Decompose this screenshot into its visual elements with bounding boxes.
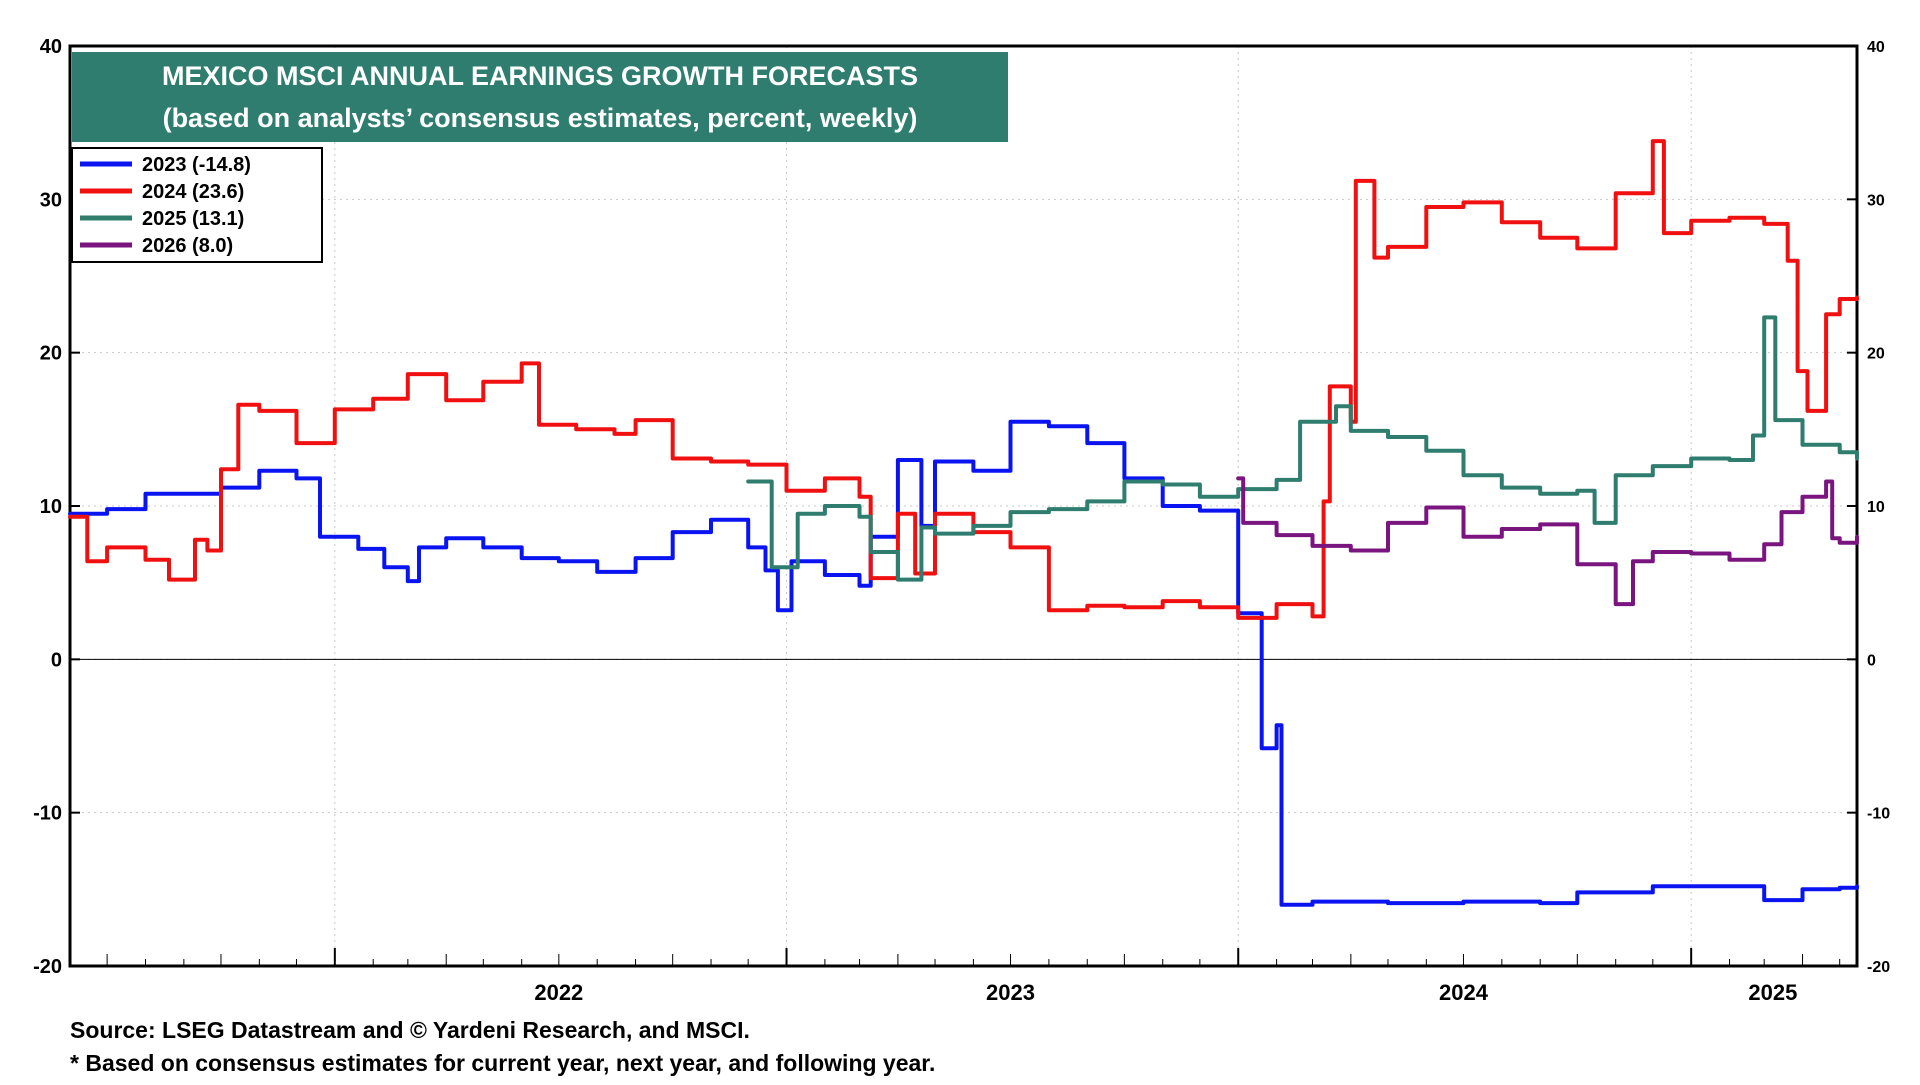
footnote: * Based on consensus estimates for curre…: [70, 1050, 936, 1076]
legend-item-2023: 2023 (-14.8): [80, 154, 251, 176]
series-layer: [68, 139, 1859, 907]
legend-item-2024: 2024 (23.6): [80, 181, 244, 203]
source-note: Source: LSEG Datastream and © Yardeni Re…: [70, 1017, 750, 1043]
chart-title: MEXICO MSCI ANNUAL EARNINGS GROWTH FOREC…: [162, 61, 918, 91]
title-box: MEXICO MSCI ANNUAL EARNINGS GROWTH FOREC…: [72, 52, 1008, 142]
y-axis-left: -20 -10 0 10 20 30 40: [33, 36, 80, 978]
x-tick-label: 2022: [534, 980, 583, 1005]
legend-label-2023: 2023 (-14.8): [142, 154, 251, 176]
x-tick-label: 2023: [986, 980, 1035, 1005]
x-tick-label: 2025: [1748, 980, 1797, 1005]
legend-label-2026: 2026 (8.0): [142, 235, 233, 257]
title-background: [72, 52, 1008, 142]
chart-subtitle: (based on analysts’ consensus estimates,…: [163, 103, 918, 133]
y-axis-right: -20 -10 0 10 20 30 40: [1847, 39, 1890, 976]
x-tick-label: 2024: [1439, 980, 1489, 1005]
y-tick-label-right: 40: [1867, 39, 1885, 56]
legend-item-2026: 2026 (8.0): [80, 235, 233, 257]
y-tick-label-left: 10: [40, 496, 62, 518]
y-tick-label-right: 0: [1867, 652, 1876, 669]
series-line-0: [68, 419, 1859, 907]
series-line-1: [68, 139, 1859, 620]
y-tick-label-right: -10: [1867, 806, 1890, 823]
y-tick-label-left: -10: [33, 803, 62, 825]
series-line-3: [1236, 476, 1859, 607]
y-tick-label-right: 10: [1867, 499, 1885, 516]
series-line-2: [746, 315, 1859, 582]
y-tick-label-right: 20: [1867, 346, 1885, 363]
y-tick-label-left: 0: [51, 649, 62, 671]
legend-item-2025: 2025 (13.1): [80, 208, 244, 230]
grid-layer: [70, 46, 1857, 966]
legend: 2023 (-14.8) 2024 (23.6) 2025 (13.1) 202…: [71, 147, 323, 263]
y-tick-label-right: -20: [1867, 959, 1890, 976]
y-tick-label-left: 40: [40, 36, 62, 58]
y-tick-label-left: 30: [40, 189, 62, 211]
y-tick-label-left: 20: [40, 343, 62, 365]
legend-label-2025: 2025 (13.1): [142, 208, 244, 230]
legend-label-2024: 2024 (23.6): [142, 181, 244, 203]
x-axis: 2022 2023 2024 2025: [69, 948, 1841, 1005]
y-tick-label-right: 30: [1867, 192, 1885, 209]
y-tick-label-left: -20: [33, 956, 62, 978]
